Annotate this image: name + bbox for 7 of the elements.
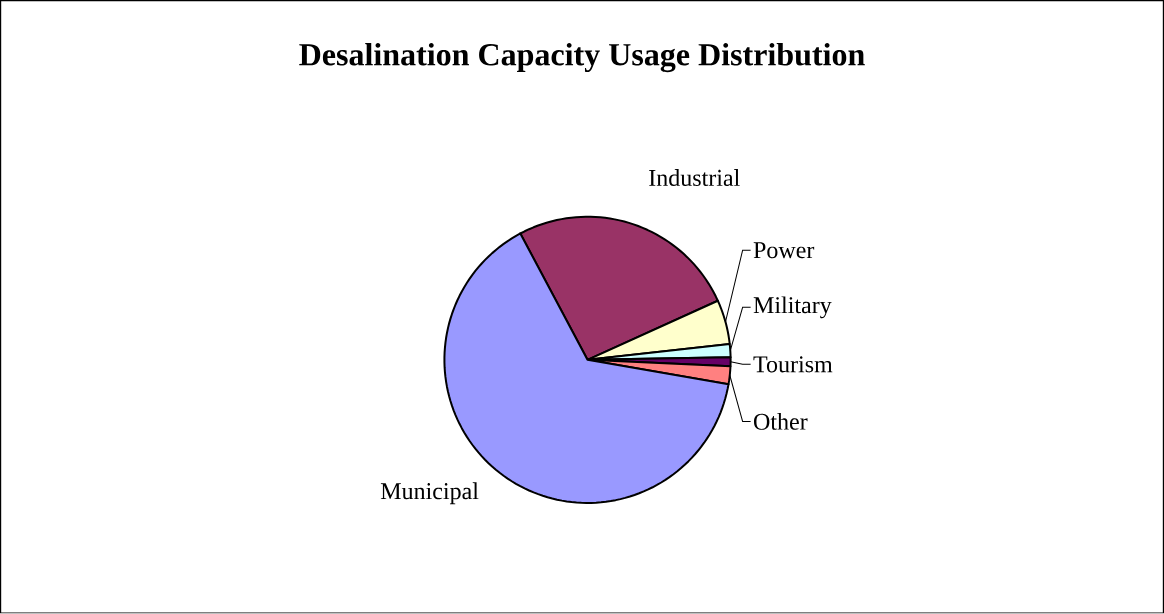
slice-label: Municipal <box>380 482 479 505</box>
slice-label: Industrial <box>649 169 740 187</box>
chart-title: Desalination Capacity Usage Distribution <box>299 43 865 73</box>
slice-label: Military <box>753 296 832 319</box>
slice-label: Other <box>753 413 808 431</box>
slice-label: Power <box>753 242 815 259</box>
slice-label: Tourism <box>753 356 833 373</box>
